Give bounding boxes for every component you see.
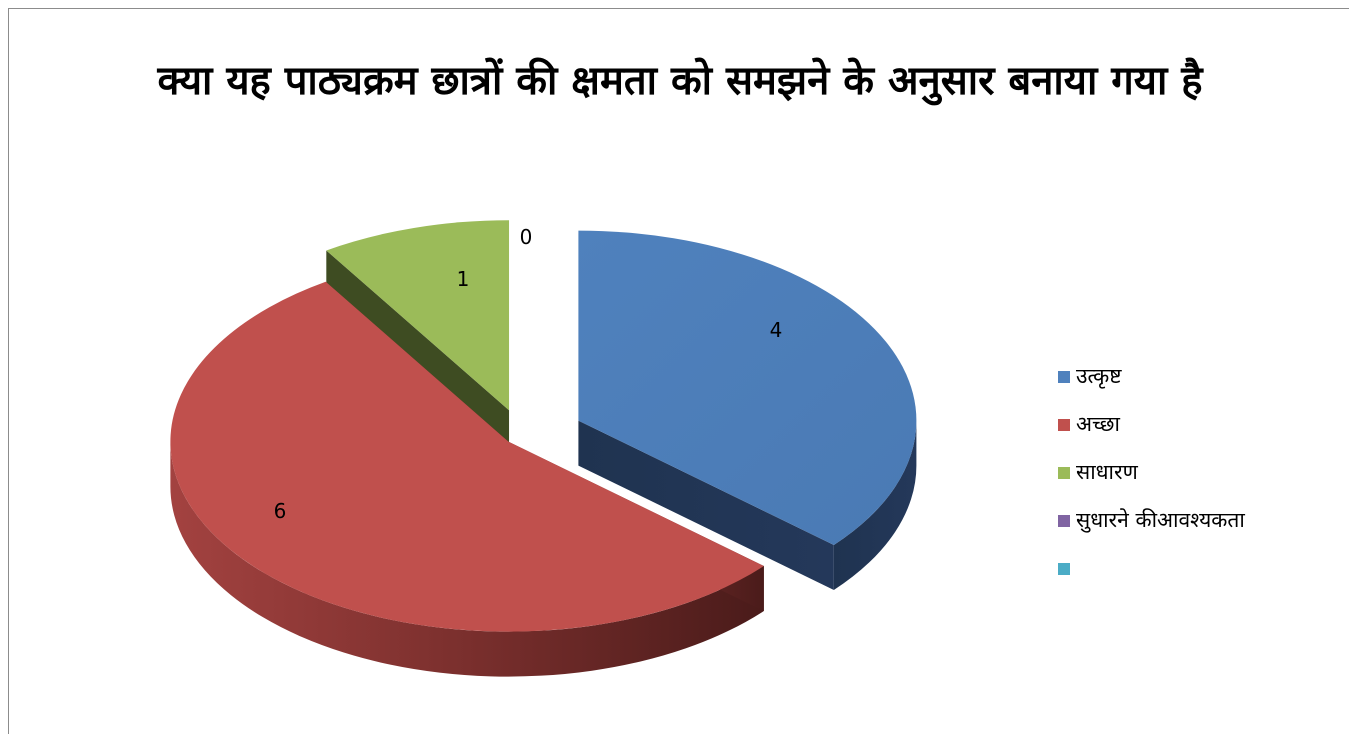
chart-title: क्या यह पाठ्यक्रम छात्रों की क्षमता को स… bbox=[157, 58, 1203, 104]
legend-item: अच्छा bbox=[1058, 412, 1338, 462]
pie-slice-rim bbox=[170, 441, 764, 677]
legend-label: उत्कृष्ट bbox=[1076, 364, 1122, 388]
legend: उत्कृष्ट अच्छा साधारण सुधारने कीआवश्यकता bbox=[1058, 364, 1338, 606]
legend-item: साधारण bbox=[1058, 460, 1338, 510]
legend-label: अच्छा bbox=[1076, 412, 1120, 436]
legend-label: सुधारने कीआवश्यकता bbox=[1076, 508, 1245, 532]
pie-slice-top bbox=[326, 220, 510, 411]
legend-swatch bbox=[1058, 563, 1070, 575]
pie-slice-top bbox=[578, 230, 917, 546]
legend-label: साधारण bbox=[1076, 460, 1138, 484]
pie-slice-rim bbox=[833, 420, 917, 591]
legend-swatch bbox=[1058, 515, 1070, 527]
data-label-2: 6 bbox=[274, 499, 287, 523]
legend-item bbox=[1058, 558, 1338, 606]
pie-slice-1 bbox=[578, 230, 917, 591]
legend-item: उत्कृष्ट bbox=[1058, 364, 1338, 414]
data-label-4: 0 bbox=[520, 225, 533, 249]
pie-slice-side bbox=[578, 420, 834, 591]
pie-slice-top bbox=[170, 281, 764, 632]
legend-swatch bbox=[1058, 371, 1070, 383]
pie-slice-2 bbox=[170, 281, 764, 677]
data-label-1: 4 bbox=[770, 318, 783, 342]
legend-swatch bbox=[1058, 467, 1070, 479]
legend-item: सुधारने कीआवश्यकता bbox=[1058, 508, 1338, 558]
data-label-3: 1 bbox=[457, 267, 470, 291]
legend-swatch bbox=[1058, 419, 1070, 431]
